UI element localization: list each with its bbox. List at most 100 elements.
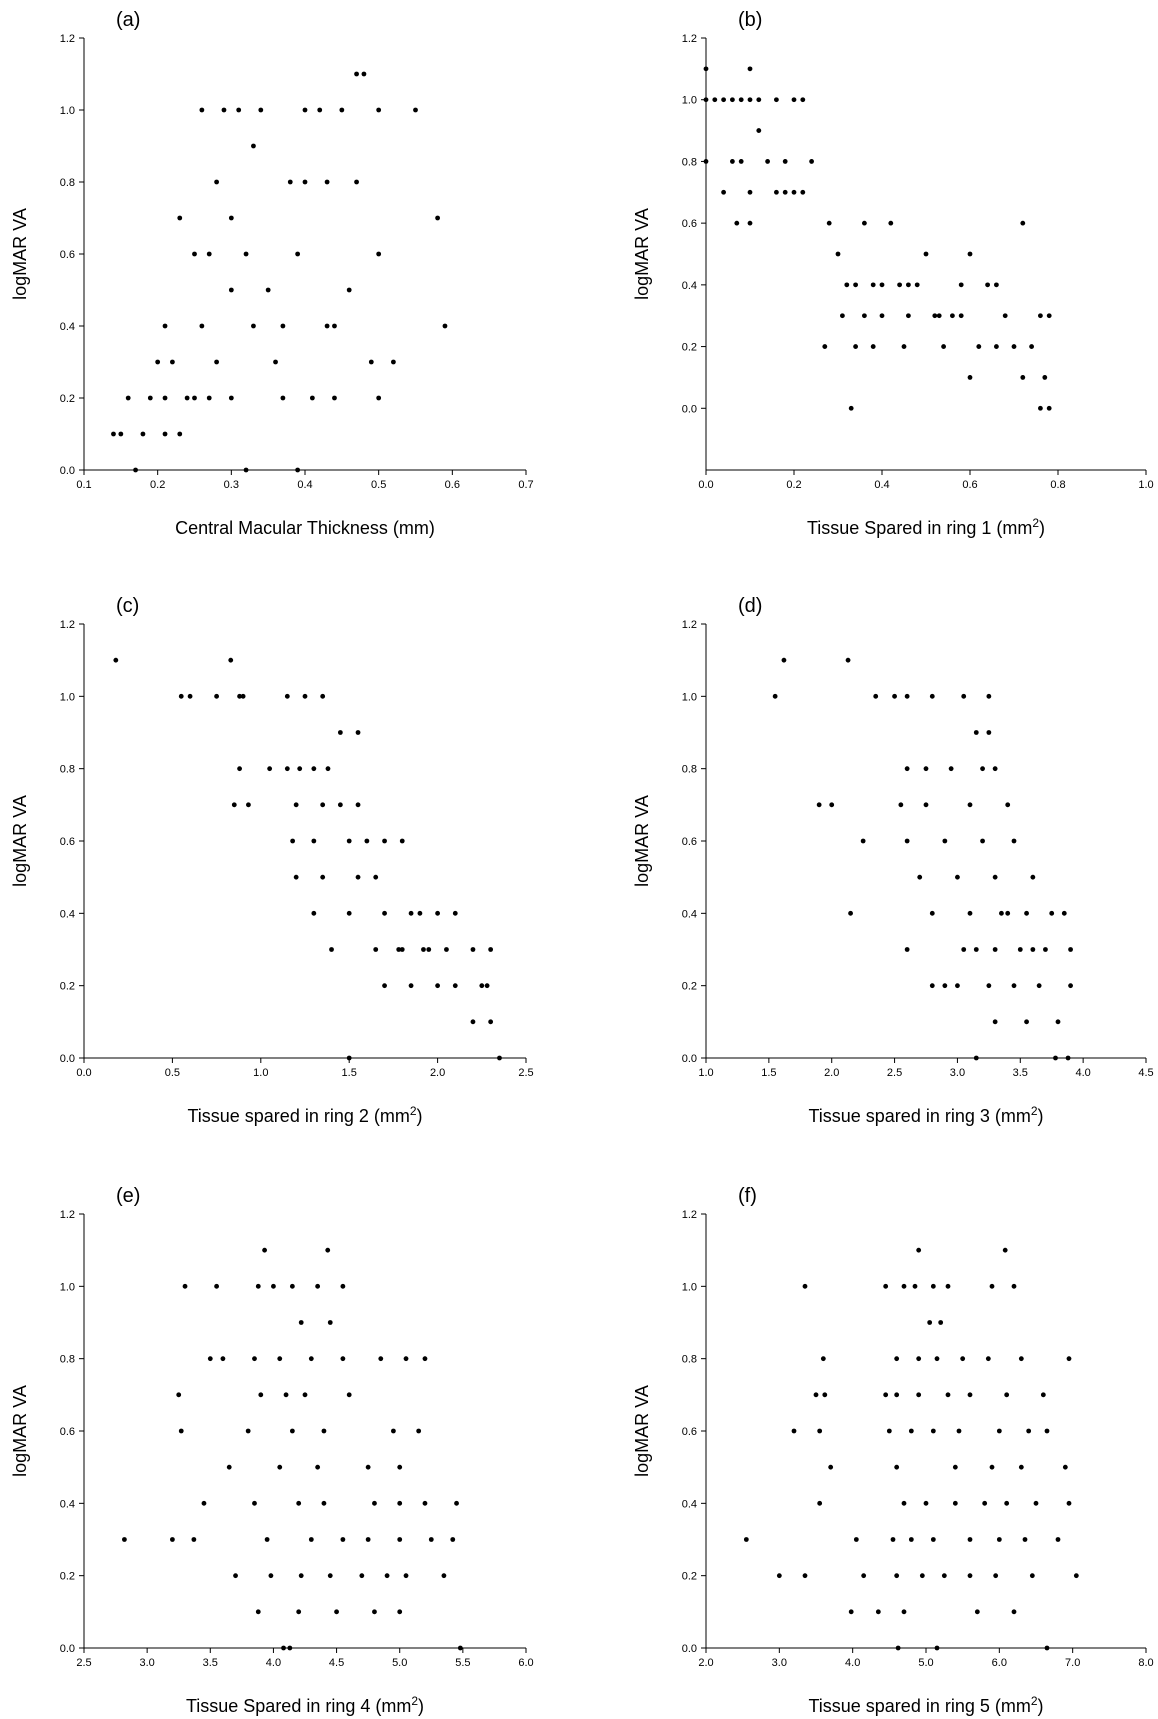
data-point [214, 1283, 220, 1289]
data-point [734, 220, 740, 226]
data-point [321, 1500, 327, 1506]
data-point [1018, 1356, 1024, 1362]
x-tick-label: 4.5 [1138, 1067, 1153, 1079]
data-point [861, 1573, 867, 1579]
y-tick-label: 0.8 [682, 156, 697, 168]
data-point [346, 287, 352, 293]
data-point [454, 1500, 459, 1506]
data-point [894, 1356, 900, 1362]
y-tick-label: 1.0 [60, 105, 75, 117]
data-point [901, 1500, 907, 1506]
data-point [340, 1356, 346, 1362]
data-point [302, 107, 308, 113]
data-point [782, 159, 788, 164]
y-tick-label: 0.0 [60, 1053, 75, 1065]
data-point [895, 1645, 901, 1651]
data-point [214, 693, 220, 699]
data-point [840, 313, 845, 319]
x-tick-label: 6.0 [992, 1657, 1007, 1669]
data-point [1024, 1019, 1029, 1025]
data-point [955, 874, 960, 880]
data-point [730, 159, 735, 164]
x-tick-label: 0.1 [76, 479, 91, 491]
panel-label: (a) [116, 9, 140, 31]
data-point [397, 1537, 403, 1542]
data-point [958, 282, 964, 288]
data-point [479, 983, 485, 989]
data-point [488, 947, 494, 952]
data-point [444, 947, 449, 952]
x-axis-title-text: Central Macular Thickness (mm) [175, 518, 435, 538]
data-point [904, 947, 910, 952]
x-tick-label: 1.0 [698, 1067, 713, 1079]
data-point [782, 189, 788, 195]
x-axis-title-suffix: ) [1039, 518, 1045, 538]
data-point [339, 107, 345, 113]
y-tick-label: 0.0 [60, 465, 75, 477]
data-point [1005, 802, 1011, 808]
data-point [721, 97, 726, 103]
x-tick-label: 7.0 [1065, 1657, 1080, 1669]
data-point [901, 1609, 907, 1615]
data-point [191, 1537, 197, 1542]
data-point [435, 983, 440, 989]
x-tick-label: 2.0 [824, 1067, 839, 1079]
data-point [929, 693, 935, 699]
data-point [809, 159, 814, 164]
data-point [994, 282, 999, 288]
x-axis-title-text: Tissue spared in ring 2 (mm [187, 1106, 409, 1126]
data-point [399, 947, 405, 952]
data-point [365, 1537, 371, 1542]
data-point [391, 359, 396, 365]
data-point [417, 910, 423, 916]
data-point [147, 395, 153, 401]
panel-label: (e) [116, 1185, 140, 1207]
data-point [774, 97, 779, 103]
data-point [967, 375, 973, 380]
data-point [791, 1428, 797, 1434]
data-point [317, 107, 323, 113]
data-point [930, 1283, 936, 1289]
data-point [384, 1573, 390, 1579]
data-point [346, 1392, 352, 1398]
y-tick-label: 0.2 [682, 1571, 697, 1583]
panel-label: (b) [738, 9, 762, 31]
data-point [1049, 910, 1055, 916]
data-point [280, 395, 286, 401]
panel-label: (d) [738, 595, 762, 617]
data-point [1043, 947, 1048, 952]
data-point [989, 1464, 995, 1470]
data-point [295, 467, 301, 473]
data-point [470, 1019, 476, 1025]
data-point [321, 1428, 327, 1434]
data-point [985, 1356, 991, 1362]
data-point [1020, 375, 1026, 380]
x-axis-title: Tissue spared in ring 2 (mm2) [187, 1104, 422, 1126]
data-point [228, 287, 234, 293]
data-point [422, 1500, 428, 1506]
data-point [376, 395, 382, 401]
x-axis-title: Central Macular Thickness (mm) [175, 518, 435, 538]
y-axis-title: logMAR VA [632, 1385, 652, 1477]
data-point [1004, 1392, 1010, 1398]
data-point [994, 344, 999, 349]
data-point [860, 838, 866, 844]
data-point [378, 1356, 384, 1362]
data-point [311, 766, 317, 772]
data-point [329, 947, 334, 952]
data-point [334, 1609, 339, 1615]
data-point [950, 313, 955, 319]
data-point [989, 1283, 995, 1289]
data-point [271, 1283, 276, 1289]
x-tick-label: 1.5 [761, 1067, 776, 1079]
data-point [929, 910, 935, 916]
data-point [894, 1464, 900, 1470]
data-point [320, 802, 326, 808]
data-point [201, 1500, 207, 1506]
data-point [277, 1464, 283, 1470]
x-axis-title: Tissue Spared in ring 1 (mm2) [807, 516, 1045, 538]
y-axis-title: logMAR VA [632, 208, 652, 300]
y-tick-label: 0.6 [682, 218, 697, 230]
data-point [435, 910, 440, 916]
data-point [1066, 1356, 1072, 1362]
